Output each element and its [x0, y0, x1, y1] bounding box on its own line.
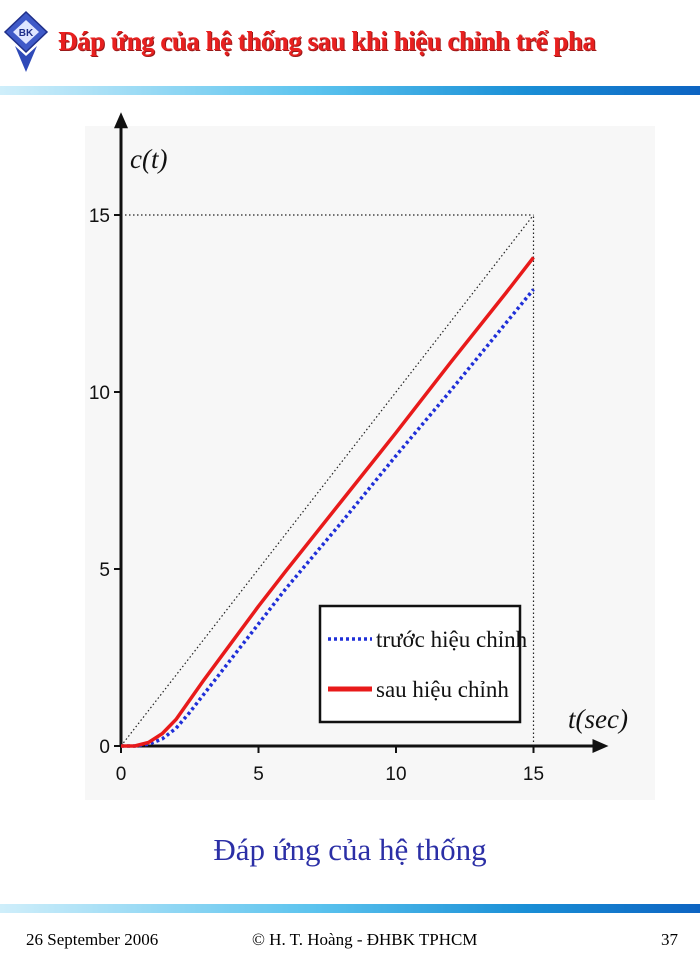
- reference-line-0: [120, 214, 534, 747]
- university-logo: BK: [3, 10, 49, 72]
- series-line-after: [121, 256, 535, 748]
- x-tick-label: 5: [253, 764, 264, 785]
- y-tick-label: 15: [89, 206, 110, 227]
- x-axis-arrow: [592, 739, 609, 753]
- header-divider: [0, 86, 700, 95]
- legend-label: trước hiệu chỉnh: [376, 627, 528, 652]
- y-axis-label: c(t): [130, 144, 167, 174]
- y-axis-arrow: [114, 112, 128, 129]
- y-tick-label: 10: [89, 383, 110, 404]
- y-tick-label: 5: [99, 560, 110, 581]
- line-chart: 0 5 10 15 0 5 10 15 c(t) t(sec) trước hiệu chỉnh sa…: [89, 112, 628, 785]
- logo-text: BK: [19, 28, 34, 39]
- x-axis-label: t(sec): [568, 704, 628, 734]
- footer-divider: [0, 904, 700, 913]
- page-title: Đáp ứng của hệ thống sau khi hiệu chỉnh …: [58, 26, 596, 56]
- footer-author: © H. T. Hoàng - ĐHBK TPHCM: [252, 930, 478, 949]
- x-tick-label: 10: [385, 764, 406, 785]
- footer-date: 26 September 2006: [26, 930, 159, 949]
- legend-box: [318, 604, 522, 724]
- x-tick-label: 0: [116, 764, 127, 785]
- figure-caption: Đáp ứng của hệ thống: [213, 832, 487, 867]
- series-line-before: [121, 288, 535, 748]
- x-tick-label: 15: [523, 764, 544, 785]
- legend-label: sau hiệu chỉnh: [376, 677, 509, 702]
- page-number: 37: [661, 930, 678, 949]
- y-tick-label: 0: [99, 737, 110, 758]
